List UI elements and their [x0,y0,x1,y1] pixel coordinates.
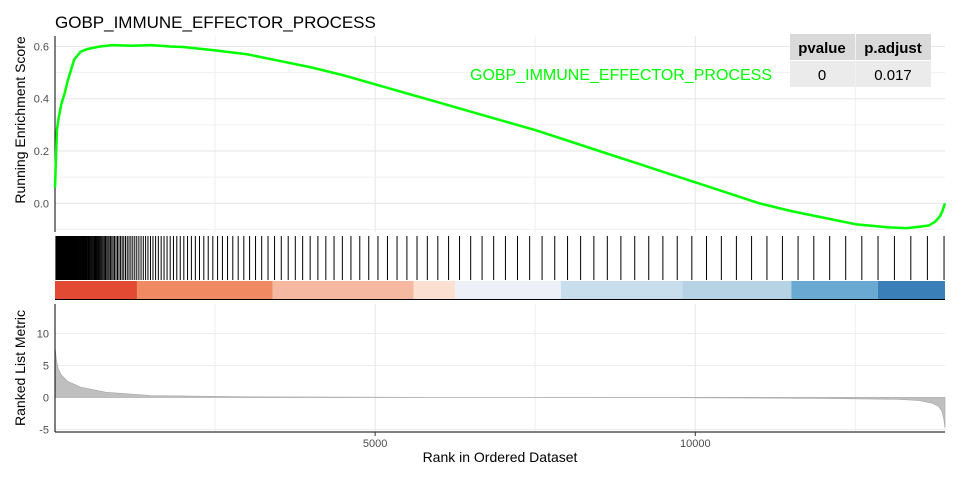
table-cell-pvalue [790,61,855,87]
table-header-padjust: p.adjust [864,40,922,57]
color-bar-segment [877,281,945,299]
x-axis-ticks: 5000 10000 [363,432,711,450]
table-header-cell-pvalue [790,34,855,60]
rank-color-bar [55,281,945,300]
es-y-tick-label: 0.6 [34,41,49,53]
color-bar-segment [272,281,414,299]
table-header-cell-padjust [856,34,931,60]
metric-y-tick-label: 0 [43,392,49,404]
color-bar-segment [136,281,273,299]
color-bar-segment [560,281,683,299]
hit-tick-marks [55,236,945,280]
x-tick-label: 5000 [363,438,387,450]
chart-title: GOBP_IMMUNE_EFFECTOR_PROCESS [55,13,376,32]
metric-y-tick-label: -5 [39,424,49,436]
es-panel-y-ticks: 0.0 0.2 0.4 0.6 [34,41,49,210]
stats-table: pvalue p.adjust 0 0.017 [790,34,931,87]
color-bar-segment [413,281,456,299]
es-curve-line [53,43,947,230]
metric-panel-grid [55,304,945,432]
x-axis-label: Rank in Ordered Dataset [423,449,578,465]
metric-y-tick-label: 5 [43,360,49,372]
table-value-padjust: 0.017 [874,67,912,84]
color-bar-segment [682,281,792,299]
ranked-metric-area [54,346,946,429]
color-bar-segment [791,281,878,299]
es-y-tick-label: 0.0 [34,198,49,210]
table-header-pvalue: pvalue [798,40,846,57]
table-cell-padjust [856,61,931,87]
table-value-pvalue: 0 [818,67,826,84]
x-tick-label: 10000 [680,438,711,450]
es-y-tick-label: 0.2 [34,146,49,158]
color-bar-segment [55,281,137,299]
es-y-tick-label: 0.4 [34,94,49,106]
metric-panel-y-ticks: -5 0 5 10 [37,328,49,436]
es-y-axis-label: Running Enrichment Score [12,36,28,204]
metric-y-axis-label: Ranked List Metric [12,310,28,426]
metric-panel-axes [54,304,945,433]
color-bar-segment [455,281,561,299]
legend-label: GOBP_IMMUNE_EFFECTOR_PROCESS [470,67,772,84]
metric-y-tick-label: 10 [37,328,49,340]
